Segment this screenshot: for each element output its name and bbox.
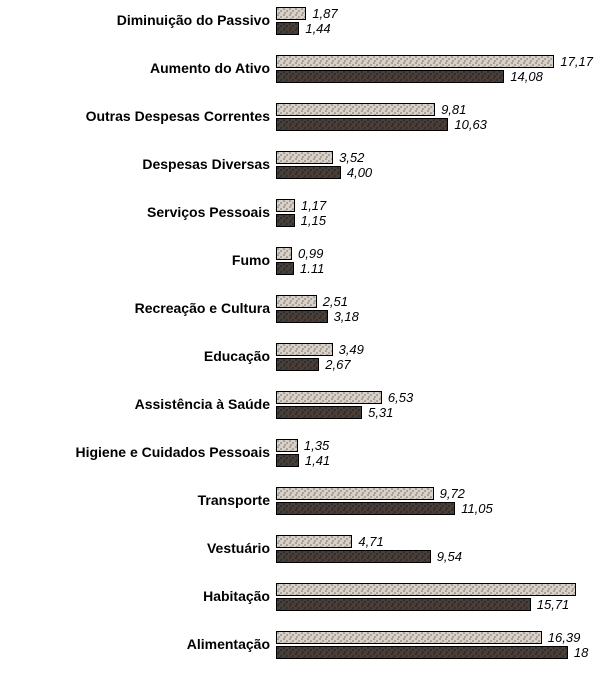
chart-row: Diminuição do Passivo 1,871,44 bbox=[0, 4, 608, 40]
bar-series-b bbox=[276, 214, 295, 227]
bar-series-a bbox=[276, 151, 333, 164]
value-label-series-a: 2,51 bbox=[323, 294, 348, 309]
bar-series-a bbox=[276, 199, 295, 212]
bar-series-a bbox=[276, 103, 435, 116]
value-label-series-b: 5,31 bbox=[368, 405, 393, 420]
category-label: Outras Despesas Correntes bbox=[86, 108, 270, 124]
value-label-series-a: 3,49 bbox=[339, 342, 364, 357]
bar-series-b bbox=[276, 550, 431, 563]
value-label-series-b: 2,67 bbox=[325, 357, 350, 372]
bar-series-b bbox=[276, 358, 319, 371]
chart-row: Transporte 9,7211,05 bbox=[0, 484, 608, 520]
chart-row: Serviços Pessoais 1,171,15 bbox=[0, 196, 608, 232]
bar-series-b bbox=[276, 406, 362, 419]
value-label-series-b: 4,00 bbox=[347, 165, 372, 180]
bar-series-b bbox=[276, 118, 448, 131]
value-label-series-b: 9,54 bbox=[437, 549, 462, 564]
value-label-series-a: 9,72 bbox=[440, 486, 465, 501]
category-label: Aumento do Ativo bbox=[150, 60, 270, 76]
value-label-series-b: 18 bbox=[574, 645, 588, 660]
value-label-series-b: 1,41 bbox=[305, 453, 330, 468]
value-label-series-a: 1,35 bbox=[304, 438, 329, 453]
category-label: Serviços Pessoais bbox=[147, 204, 270, 220]
bar-series-b bbox=[276, 166, 341, 179]
chart-row: Higiene e Cuidados Pessoais 1,351,41 bbox=[0, 436, 608, 472]
bar-series-a bbox=[276, 7, 306, 20]
bar-series-a bbox=[276, 343, 333, 356]
bar-series-a bbox=[276, 295, 317, 308]
chart-row: Educação 3,492,67 bbox=[0, 340, 608, 376]
chart-row: Vestuário 4,71 9,54 bbox=[0, 532, 608, 568]
grouped-horizontal-bar-chart: Diminuição do Passivo 1,871,44 Aumento do … bbox=[0, 0, 608, 679]
value-label-series-b: 15,71 bbox=[537, 597, 570, 612]
value-label-series-a: 9,81 bbox=[441, 102, 466, 117]
category-label: Educação bbox=[204, 348, 270, 364]
chart-row: Outras Despesas Correntes 9,8110,63 bbox=[0, 100, 608, 136]
bar-series-b bbox=[276, 262, 294, 275]
value-label-series-b: 1,15 bbox=[301, 213, 326, 228]
bar-series-b bbox=[276, 22, 299, 35]
category-label: Despesas Diversas bbox=[142, 156, 270, 172]
category-label: Assistência à Saúde bbox=[135, 396, 270, 412]
value-label-series-b: 1,44 bbox=[305, 21, 330, 36]
bar-series-b bbox=[276, 70, 504, 83]
value-label-series-a: 16,39 bbox=[548, 630, 581, 645]
chart-row: Alimentação 16,3918 bbox=[0, 628, 608, 664]
bar-series-b bbox=[276, 454, 299, 467]
value-label-series-b: 3,18 bbox=[334, 309, 359, 324]
value-label-series-a: 0,99 bbox=[298, 246, 323, 261]
value-label-series-b: 11,05 bbox=[461, 501, 493, 516]
category-label: Fumo bbox=[232, 252, 270, 268]
chart-row: Despesas Diversas 3,524,00 bbox=[0, 148, 608, 184]
category-label: Vestuário bbox=[207, 540, 270, 556]
bar-series-a bbox=[276, 391, 382, 404]
bar-series-a bbox=[276, 631, 542, 644]
chart-row: Aumento do Ativo 17,17 14,08 bbox=[0, 52, 608, 88]
value-label-series-a: 17,17 bbox=[560, 54, 593, 69]
bar-series-b bbox=[276, 310, 328, 323]
value-label-series-a: 4,71 bbox=[358, 534, 383, 549]
category-label: Alimentação bbox=[187, 636, 270, 652]
category-label: Higiene e Cuidados Pessoais bbox=[75, 444, 270, 460]
value-label-series-a: 1,87 bbox=[312, 6, 337, 21]
bar-series-a bbox=[276, 583, 576, 596]
value-label-series-a: 1,17 bbox=[301, 198, 326, 213]
chart-row: Fumo 0,991.11 bbox=[0, 244, 608, 280]
bar-series-a bbox=[276, 439, 298, 452]
bar-series-b bbox=[276, 646, 568, 659]
bar-series-b bbox=[276, 598, 531, 611]
bar-series-b bbox=[276, 502, 455, 515]
category-label: Transporte bbox=[198, 492, 270, 508]
value-label-series-a: 3,52 bbox=[339, 150, 364, 165]
bar-series-a bbox=[276, 487, 434, 500]
bar-series-a bbox=[276, 535, 352, 548]
value-label-series-a: 6,53 bbox=[388, 390, 413, 405]
category-label: Habitação bbox=[203, 588, 270, 604]
value-label-series-b: 1.11 bbox=[300, 261, 324, 276]
chart-row: Recreação e Cultura 2,513,18 bbox=[0, 292, 608, 328]
value-label-series-b: 14,08 bbox=[510, 69, 543, 84]
bar-series-a bbox=[276, 247, 292, 260]
bar-series-a bbox=[276, 55, 554, 68]
category-label: Recreação e Cultura bbox=[135, 300, 270, 316]
category-label: Diminuição do Passivo bbox=[117, 12, 270, 28]
chart-row: Habitação 15,71 bbox=[0, 580, 608, 616]
chart-row: Assistência à Saúde 6,535,31 bbox=[0, 388, 608, 424]
value-label-series-b: 10,63 bbox=[454, 117, 487, 132]
